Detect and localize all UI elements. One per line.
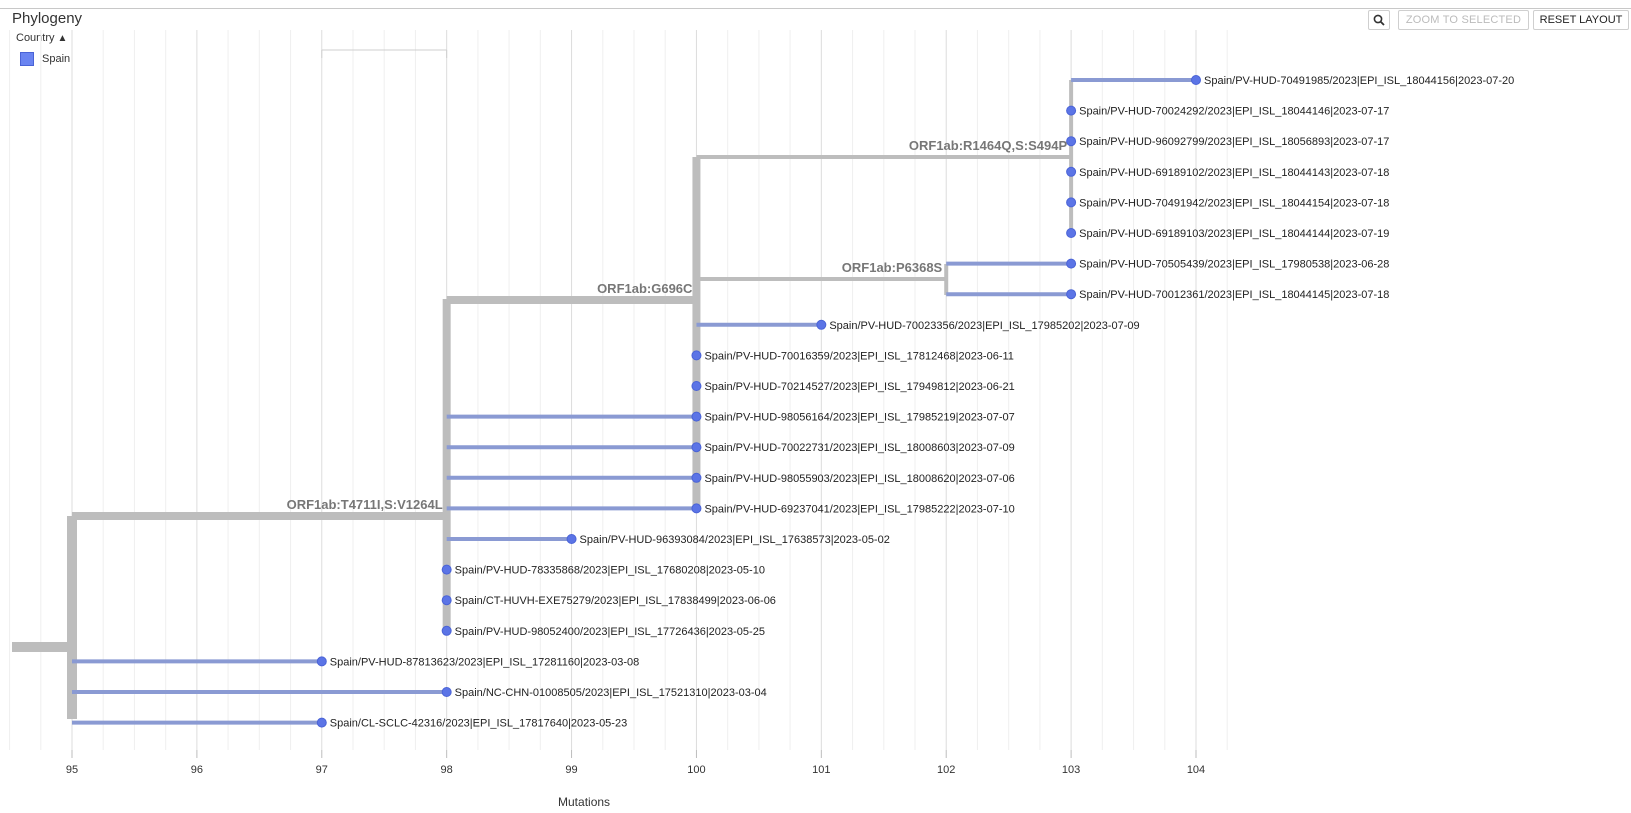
tip-node[interactable] [1066,136,1077,147]
tip-label[interactable]: Spain/PV-HUD-70505439/2023|EPI_ISL_17980… [1079,259,1389,271]
panel-title: Phylogeny [12,10,83,27]
axis-tick-label: 104 [1187,764,1205,776]
tip-node[interactable] [816,319,827,330]
panel-top-divider [0,8,1631,9]
legend-header-country[interactable]: Country ▲ [16,32,67,44]
tip-node[interactable] [691,381,702,391]
tip-labels: ORF1ab:T4711I,S:V1264L ORF1ab:G696C ORF1ab… [287,75,1515,730]
tip-label[interactable]: Spain/NC-CHN-01008505/2023|EPI_ISL_17521… [455,687,767,699]
search-button[interactable] [1368,10,1390,30]
tip-label[interactable]: Spain/PV-HUD-70012361/2023|EPI_ISL_18044… [1079,289,1389,301]
legend-swatch-spain [20,52,34,66]
axis-tick-label: 97 [316,764,328,776]
tip-node[interactable] [441,595,452,606]
tip-label[interactable]: Spain/CT-HUVH-EXE75279/2023|EPI_ISL_1783… [455,595,776,607]
tip-node[interactable] [691,472,702,483]
axis-tick-label: 102 [937,764,955,776]
tip-label[interactable]: Spain/PV-HUD-96092799/2023|EPI_ISL_18056… [1079,136,1389,148]
tip-label[interactable]: Spain/PV-HUD-70491942/2023|EPI_ISL_18044… [1079,197,1389,209]
tip-node[interactable] [316,656,327,667]
tip-node[interactable] [566,534,577,544]
zoom-to-selected-button[interactable]: ZOOM TO SELECTED [1398,10,1529,30]
tip-label[interactable]: Spain/PV-HUD-78335868/2023|EPI_ISL_17680… [455,565,765,577]
reset-layout-button[interactable]: RESET LAYOUT [1533,10,1629,30]
tip-node[interactable] [441,625,452,636]
axis-title: Mutations [558,795,610,809]
tip-node[interactable] [1066,105,1077,116]
tip-label[interactable]: Spain/PV-HUD-69237041/2023|EPI_ISL_17985… [704,503,1014,515]
tip-label[interactable]: Spain/PV-HUD-98055903/2023|EPI_ISL_18008… [704,473,1014,485]
tip-label[interactable]: Spain/PV-HUD-69189103/2023|EPI_ISL_18044… [1079,228,1389,240]
x-axis: 95 96 97 98 99 100 101 102 103 104 Mutations [66,750,1205,809]
axis-tick-label: 95 [66,764,78,776]
chevron-up-icon: ▲ [57,33,68,44]
tip-label[interactable]: Spain/PV-HUD-70214527/2023|EPI_ISL_17949… [704,381,1014,393]
tip-node[interactable] [1066,228,1077,238]
tip-label[interactable]: Spain/PV-HUD-98056164/2023|EPI_ISL_17985… [704,412,1014,424]
tip-label[interactable]: Spain/PV-HUD-70023356/2023|EPI_ISL_17985… [829,320,1139,332]
tip-label[interactable]: Spain/PV-HUD-70022731/2023|EPI_ISL_18008… [704,442,1014,454]
tip-node[interactable] [1066,258,1077,269]
tip-label[interactable]: Spain/PV-HUD-70016359/2023|EPI_ISL_17812… [704,350,1013,362]
tip-node[interactable] [1066,197,1077,208]
branch-mutation-label: ORF1ab:T4711I,S:V1264L [287,497,443,512]
axis-tick-label: 101 [812,764,830,776]
branch-mutation-label: ORF1ab:R1464Q,S:S494P [909,138,1068,153]
tip-node[interactable] [691,442,702,453]
axis-tick-label: 103 [1062,764,1080,776]
tip-node[interactable] [1066,166,1077,177]
branch-mutation-label: ORF1ab:G696C [597,281,693,296]
selection-bracket [321,49,448,58]
axis-tick-label: 98 [441,764,453,776]
tip-label[interactable]: Spain/PV-HUD-70024292/2023|EPI_ISL_18044… [1079,106,1389,118]
tip-node[interactable] [691,350,702,361]
axis-tick-label: 100 [687,764,705,776]
legend-header-label: Country [16,32,55,44]
tip-label[interactable]: Spain/PV-HUD-96393084/2023|EPI_ISL_17638… [580,534,890,546]
tip-node[interactable] [691,411,702,422]
tip-node[interactable] [441,687,452,697]
tip-label[interactable]: Spain/CL-SCLC-42316/2023|EPI_ISL_1781764… [330,718,627,730]
axis-tick-label: 96 [191,764,203,776]
legend-item-spain[interactable]: Spain [20,52,70,66]
tip-nodes [316,75,1201,728]
magnifier-icon [1373,14,1385,26]
tip-label[interactable]: Spain/PV-HUD-87813623/2023|EPI_ISL_17281… [330,656,639,668]
tip-node[interactable] [441,564,452,575]
tip-node[interactable] [316,717,327,728]
tip-node[interactable] [691,503,702,514]
tip-label[interactable]: Spain/PV-HUD-69189102/2023|EPI_ISL_18044… [1079,167,1389,179]
axis-tick-label: 99 [565,764,577,776]
tip-label[interactable]: Spain/PV-HUD-70491985/2023|EPI_ISL_18044… [1204,75,1514,87]
tip-node[interactable] [1066,289,1077,300]
tip-node[interactable] [1191,75,1201,85]
branch-mutation-label: ORF1ab:P6368S [842,260,943,275]
tip-label[interactable]: Spain/PV-HUD-98052400/2023|EPI_ISL_17726… [455,626,765,638]
legend-item-label: Spain [42,53,71,65]
